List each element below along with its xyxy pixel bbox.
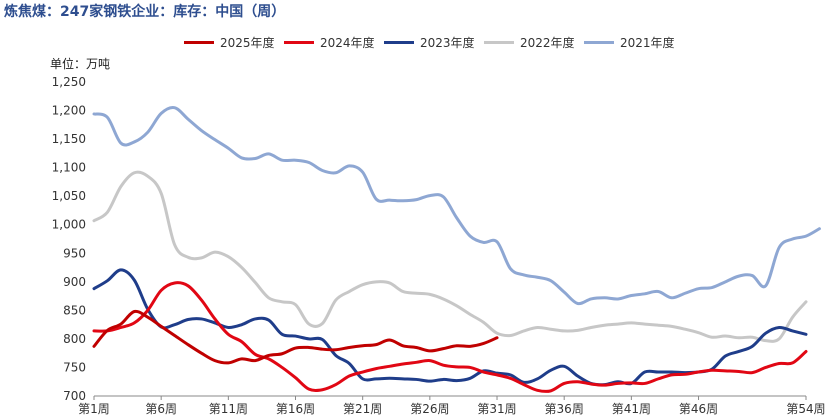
legend-item: 2023年度 — [384, 34, 475, 50]
legend-item: 2024年度 — [284, 34, 375, 50]
legend: 2025年度 2024年度 2023年度 2022年度 2021年度 — [0, 34, 829, 52]
x-tick-label: 第11周 — [209, 402, 248, 416]
series-line-2021年度 — [92, 105, 821, 306]
y-tick-label: 1,050 — [52, 189, 86, 203]
legend-label: 2024年度 — [320, 35, 375, 50]
y-tick-label: 1,200 — [52, 104, 86, 118]
x-tick-label: 第21周 — [343, 402, 382, 416]
x-tick-label: 第46周 — [679, 402, 718, 416]
y-tick-label: 850 — [63, 303, 86, 317]
y-tick-label: 900 — [63, 275, 86, 289]
y-tick-label: 1,250 — [52, 75, 86, 89]
legend-label: 2022年度 — [520, 35, 575, 50]
legend-label: 2025年度 — [220, 35, 275, 50]
series-line-2024年度 — [92, 281, 808, 393]
y-tick-label: 1,100 — [52, 161, 86, 175]
series-layer — [92, 105, 821, 393]
legend-swatch — [284, 40, 314, 44]
axes: 700 750 800 850 900 950 1,000 1,050 1,100 1,150 1,… — [52, 75, 826, 416]
x-tick-label: 第1周 — [78, 402, 110, 416]
legend-item: 2025年度 — [184, 34, 275, 50]
series-line-2025年度 — [92, 309, 499, 365]
x-tick-label: 第41周 — [612, 402, 651, 416]
legend-label: 2021年度 — [620, 35, 675, 50]
x-tick-label: 第6周 — [145, 402, 177, 416]
unit-label: 单位：万吨 — [50, 57, 111, 71]
x-tick-label: 第54周 — [786, 402, 825, 416]
legend-label: 2023年度 — [420, 35, 475, 50]
chart-title: 炼焦煤：247家钢铁企业：库存：中国（周） — [4, 4, 286, 20]
y-tick-label: 950 — [63, 246, 86, 260]
legend-swatch — [184, 40, 214, 44]
x-tick-label: 第36周 — [545, 402, 584, 416]
y-tick-label: 700 — [63, 389, 86, 403]
series-line-2023年度 — [92, 268, 808, 387]
y-tick-label: 800 — [63, 332, 86, 346]
legend-item: 2021年度 — [584, 34, 675, 50]
x-tick-label: 第26周 — [410, 402, 449, 416]
y-tick-label: 1,000 — [52, 218, 86, 232]
series-line-2022年度 — [92, 170, 808, 343]
y-tick-label: 1,150 — [52, 132, 86, 146]
legend-item: 2022年度 — [484, 34, 575, 50]
legend-swatch — [484, 40, 514, 44]
y-tick-label: 750 — [63, 360, 86, 374]
x-tick-label: 第31周 — [477, 402, 516, 416]
legend-swatch — [584, 40, 614, 44]
legend-swatch — [384, 40, 414, 44]
x-tick-label: 第16周 — [276, 402, 315, 416]
